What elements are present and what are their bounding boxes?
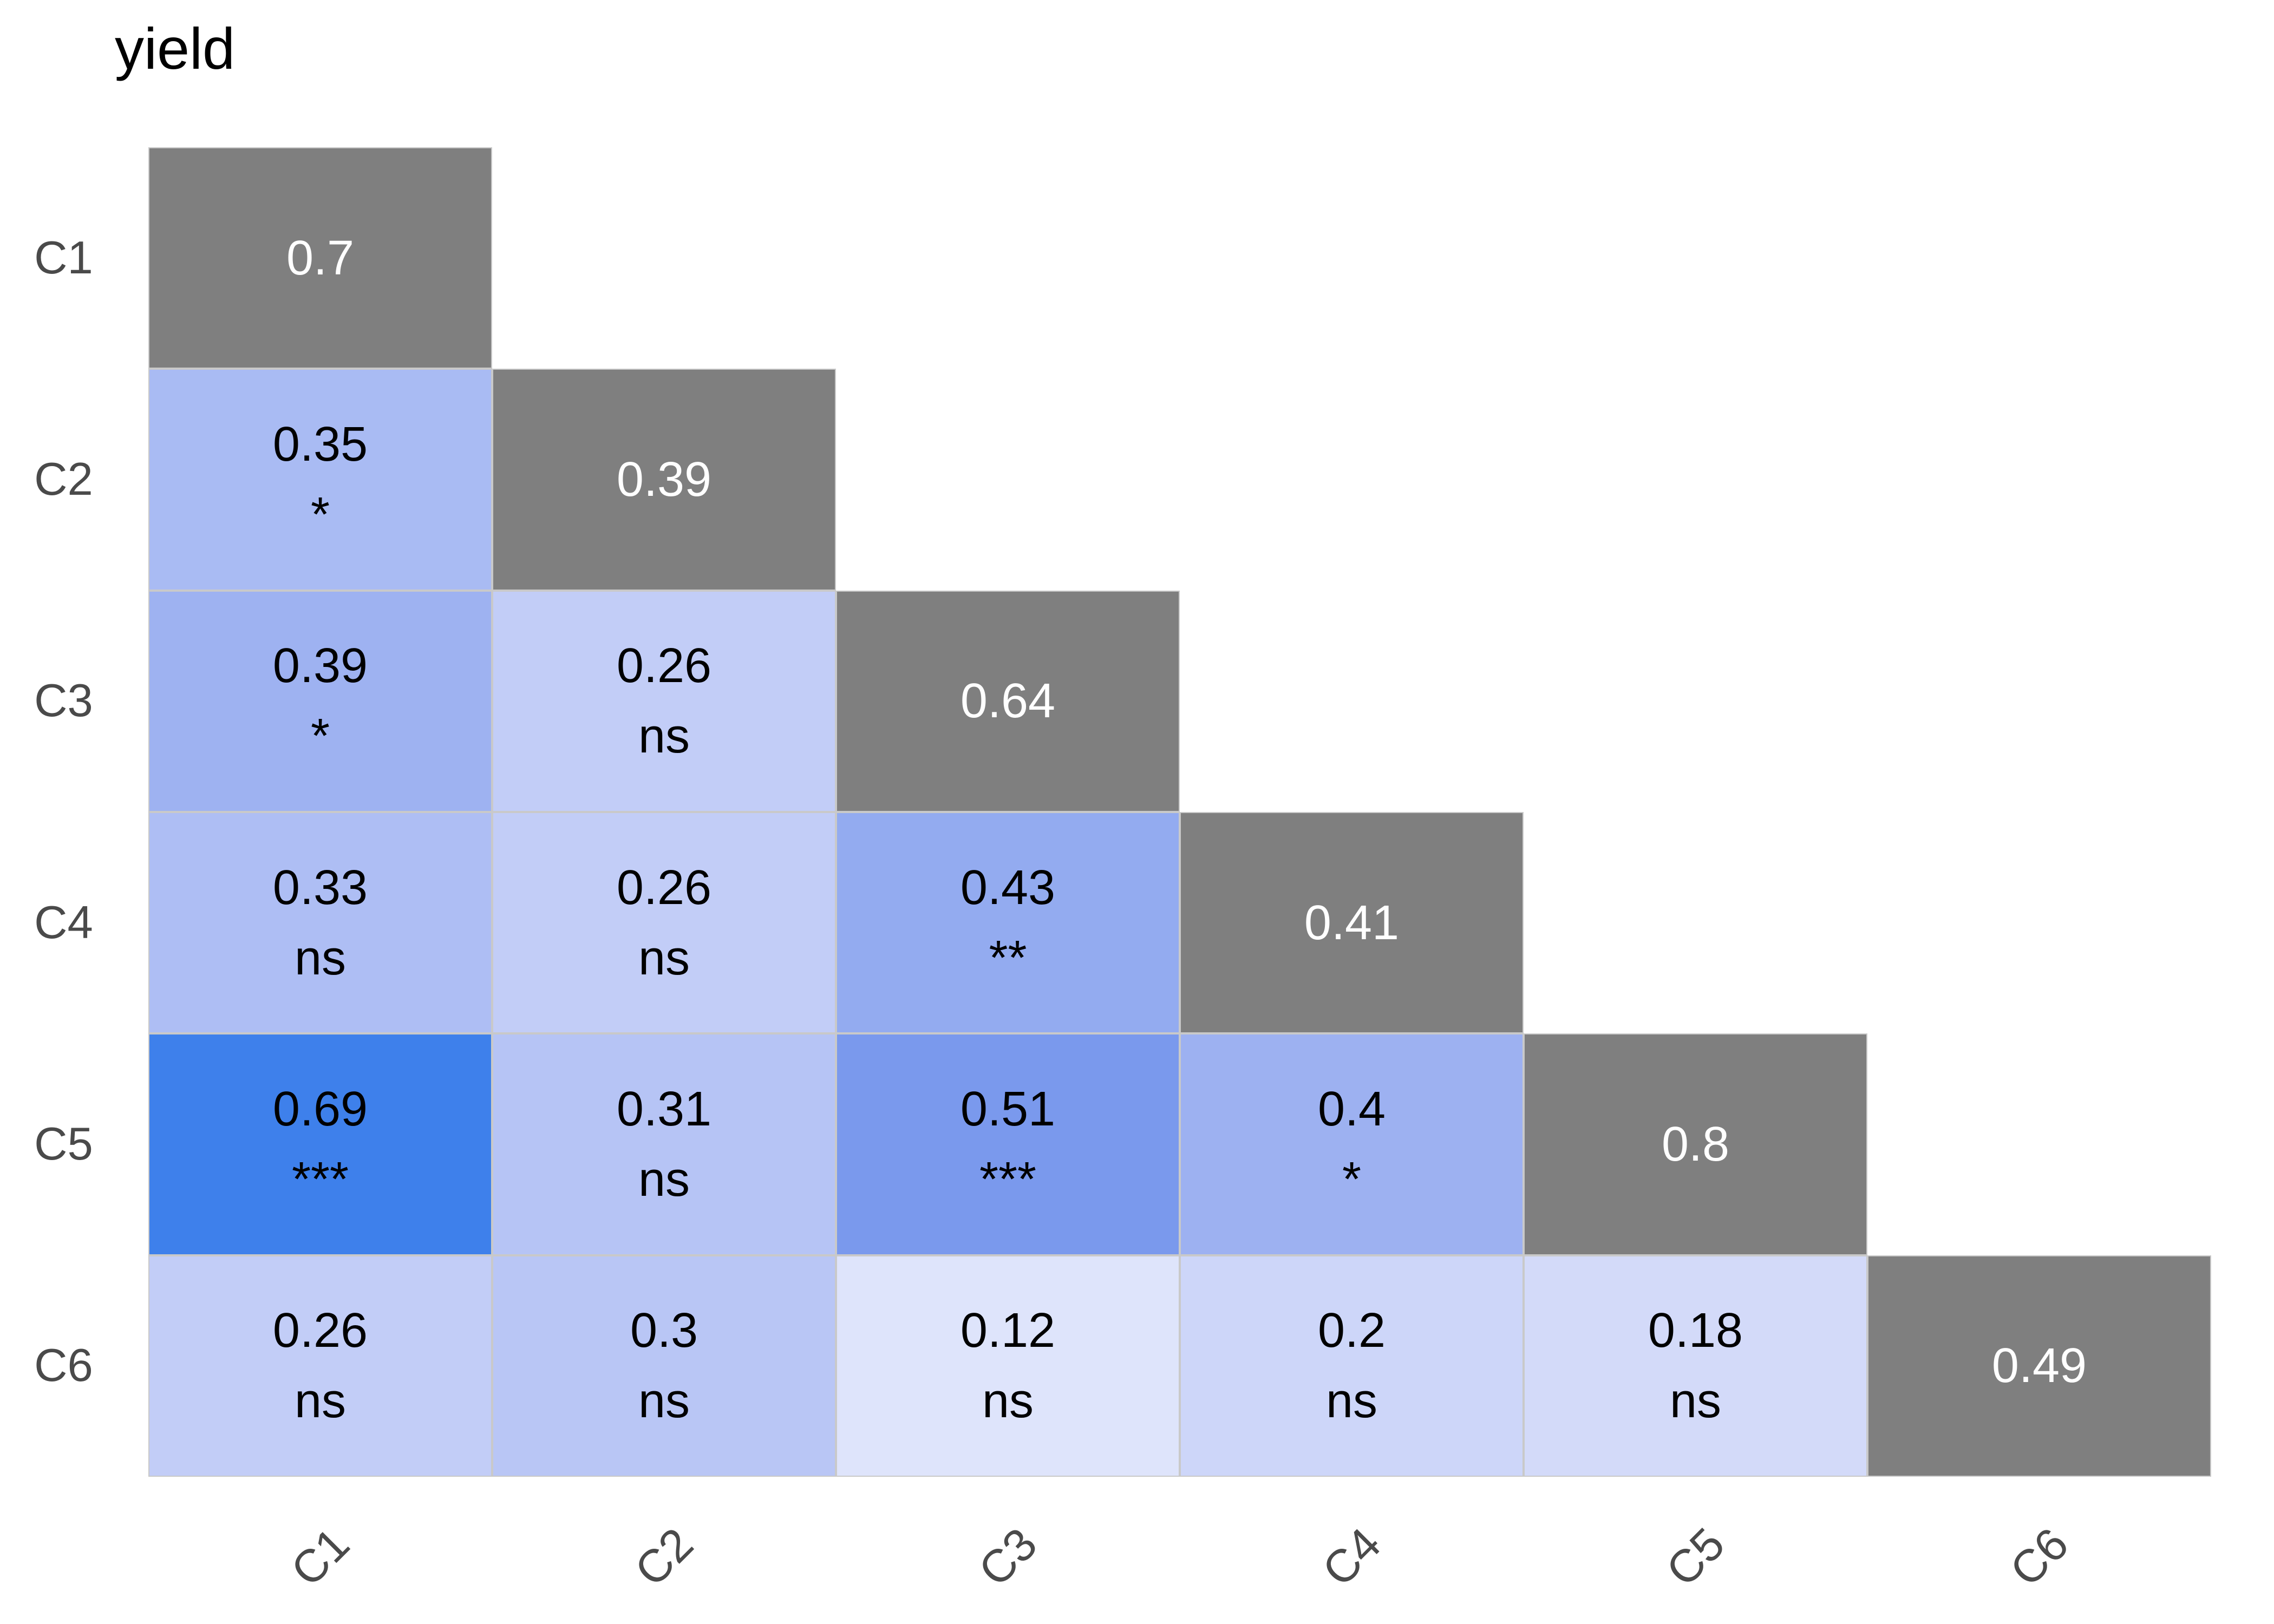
cell-significance: ns — [982, 1374, 1034, 1429]
cell-value: 0.4 — [1317, 1082, 1386, 1136]
cell-value: 0.39 — [272, 639, 368, 693]
diagonal-cell: 0.7 — [148, 147, 492, 369]
cell-significance: *** — [979, 1152, 1037, 1207]
cell-value: 0.26 — [616, 860, 712, 915]
cell-significance: * — [310, 709, 330, 764]
cell-value: 0.8 — [1661, 1117, 1730, 1171]
y-axis-label: C1 — [34, 232, 93, 284]
matrix-cell: 0.33 ns — [148, 811, 492, 1034]
diagonal-cell: 0.49 — [1867, 1255, 2211, 1477]
x-axis-label: C5 — [1656, 1518, 1735, 1596]
cell-value: 0.33 — [272, 860, 368, 915]
diagonal-cell: 0.41 — [1180, 811, 1524, 1034]
chart-title: yield — [115, 16, 236, 81]
cell-significance: *** — [291, 1152, 349, 1207]
y-axis-label: C6 — [34, 1340, 93, 1392]
cell-significance: ns — [638, 1152, 690, 1207]
diagonal-cell: 0.8 — [1524, 1033, 1867, 1255]
matrix-cell: 0.12 ns — [836, 1255, 1180, 1477]
cell-significance: * — [1342, 1152, 1362, 1207]
matrix-cell: 0.35 * — [148, 369, 492, 591]
matrix-cell: 0.26 ns — [492, 590, 836, 812]
cell-value: 0.7 — [286, 231, 355, 285]
cell-value: 0.26 — [616, 639, 712, 693]
cell-value: 0.69 — [272, 1082, 368, 1136]
cell-value: 0.35 — [272, 417, 368, 472]
x-axis-label: C4 — [1312, 1518, 1391, 1596]
matrix-cell: 0.26 ns — [492, 811, 836, 1034]
cell-significance: * — [310, 487, 330, 542]
matrix-cell: 0.26 ns — [148, 1255, 492, 1477]
cell-value: 0.2 — [1317, 1304, 1386, 1358]
cell-significance: ns — [294, 931, 347, 985]
cell-value: 0.51 — [960, 1082, 1056, 1136]
matrix-cell: 0.2 ns — [1180, 1255, 1524, 1477]
matrix-cell: 0.18 ns — [1524, 1255, 1867, 1477]
cell-significance: ns — [638, 709, 690, 764]
correlation-matrix: 0.35 * 0.39 * 0.26 ns 0.33 ns 0.26 ns 0.43 ** 0.69 **… — [148, 147, 2211, 1477]
y-axis-label: C3 — [34, 675, 93, 727]
cell-significance: ** — [989, 931, 1027, 985]
cell-value: 0.41 — [1304, 895, 1400, 950]
matrix-cell: 0.3 ns — [492, 1255, 836, 1477]
matrix-cell: 0.43 ** — [836, 811, 1180, 1034]
matrix-cell: 0.39 * — [148, 590, 492, 812]
y-axis-label: C5 — [34, 1118, 93, 1170]
cell-value: 0.64 — [960, 674, 1056, 729]
cell-value: 0.3 — [630, 1304, 698, 1358]
cell-significance: ns — [638, 931, 690, 985]
cell-significance: ns — [294, 1374, 347, 1429]
x-axis-label: C3 — [969, 1518, 1047, 1596]
cell-value: 0.43 — [960, 860, 1056, 915]
cell-significance: ns — [1669, 1374, 1722, 1429]
cell-value: 0.26 — [272, 1304, 368, 1358]
cell-value: 0.39 — [616, 452, 712, 507]
cell-value: 0.31 — [616, 1082, 712, 1136]
diagonal-cell: 0.64 — [836, 590, 1180, 812]
y-axis-label: C2 — [34, 453, 93, 505]
matrix-cell: 0.69 *** — [148, 1033, 492, 1255]
cell-significance: ns — [1325, 1374, 1378, 1429]
diagonal-cell: 0.39 — [492, 369, 836, 591]
matrix-cell: 0.4 * — [1180, 1033, 1524, 1255]
x-axis-label: C6 — [2000, 1518, 2079, 1596]
x-axis-label: C1 — [281, 1518, 360, 1596]
x-axis-label: C2 — [625, 1518, 703, 1596]
cell-value: 0.49 — [1991, 1339, 2087, 1393]
cell-value: 0.12 — [960, 1304, 1056, 1358]
cell-value: 0.18 — [1648, 1304, 1743, 1358]
cell-significance: ns — [638, 1374, 690, 1429]
y-axis-label: C4 — [34, 896, 93, 948]
matrix-cell: 0.31 ns — [492, 1033, 836, 1255]
matrix-cell: 0.51 *** — [836, 1033, 1180, 1255]
